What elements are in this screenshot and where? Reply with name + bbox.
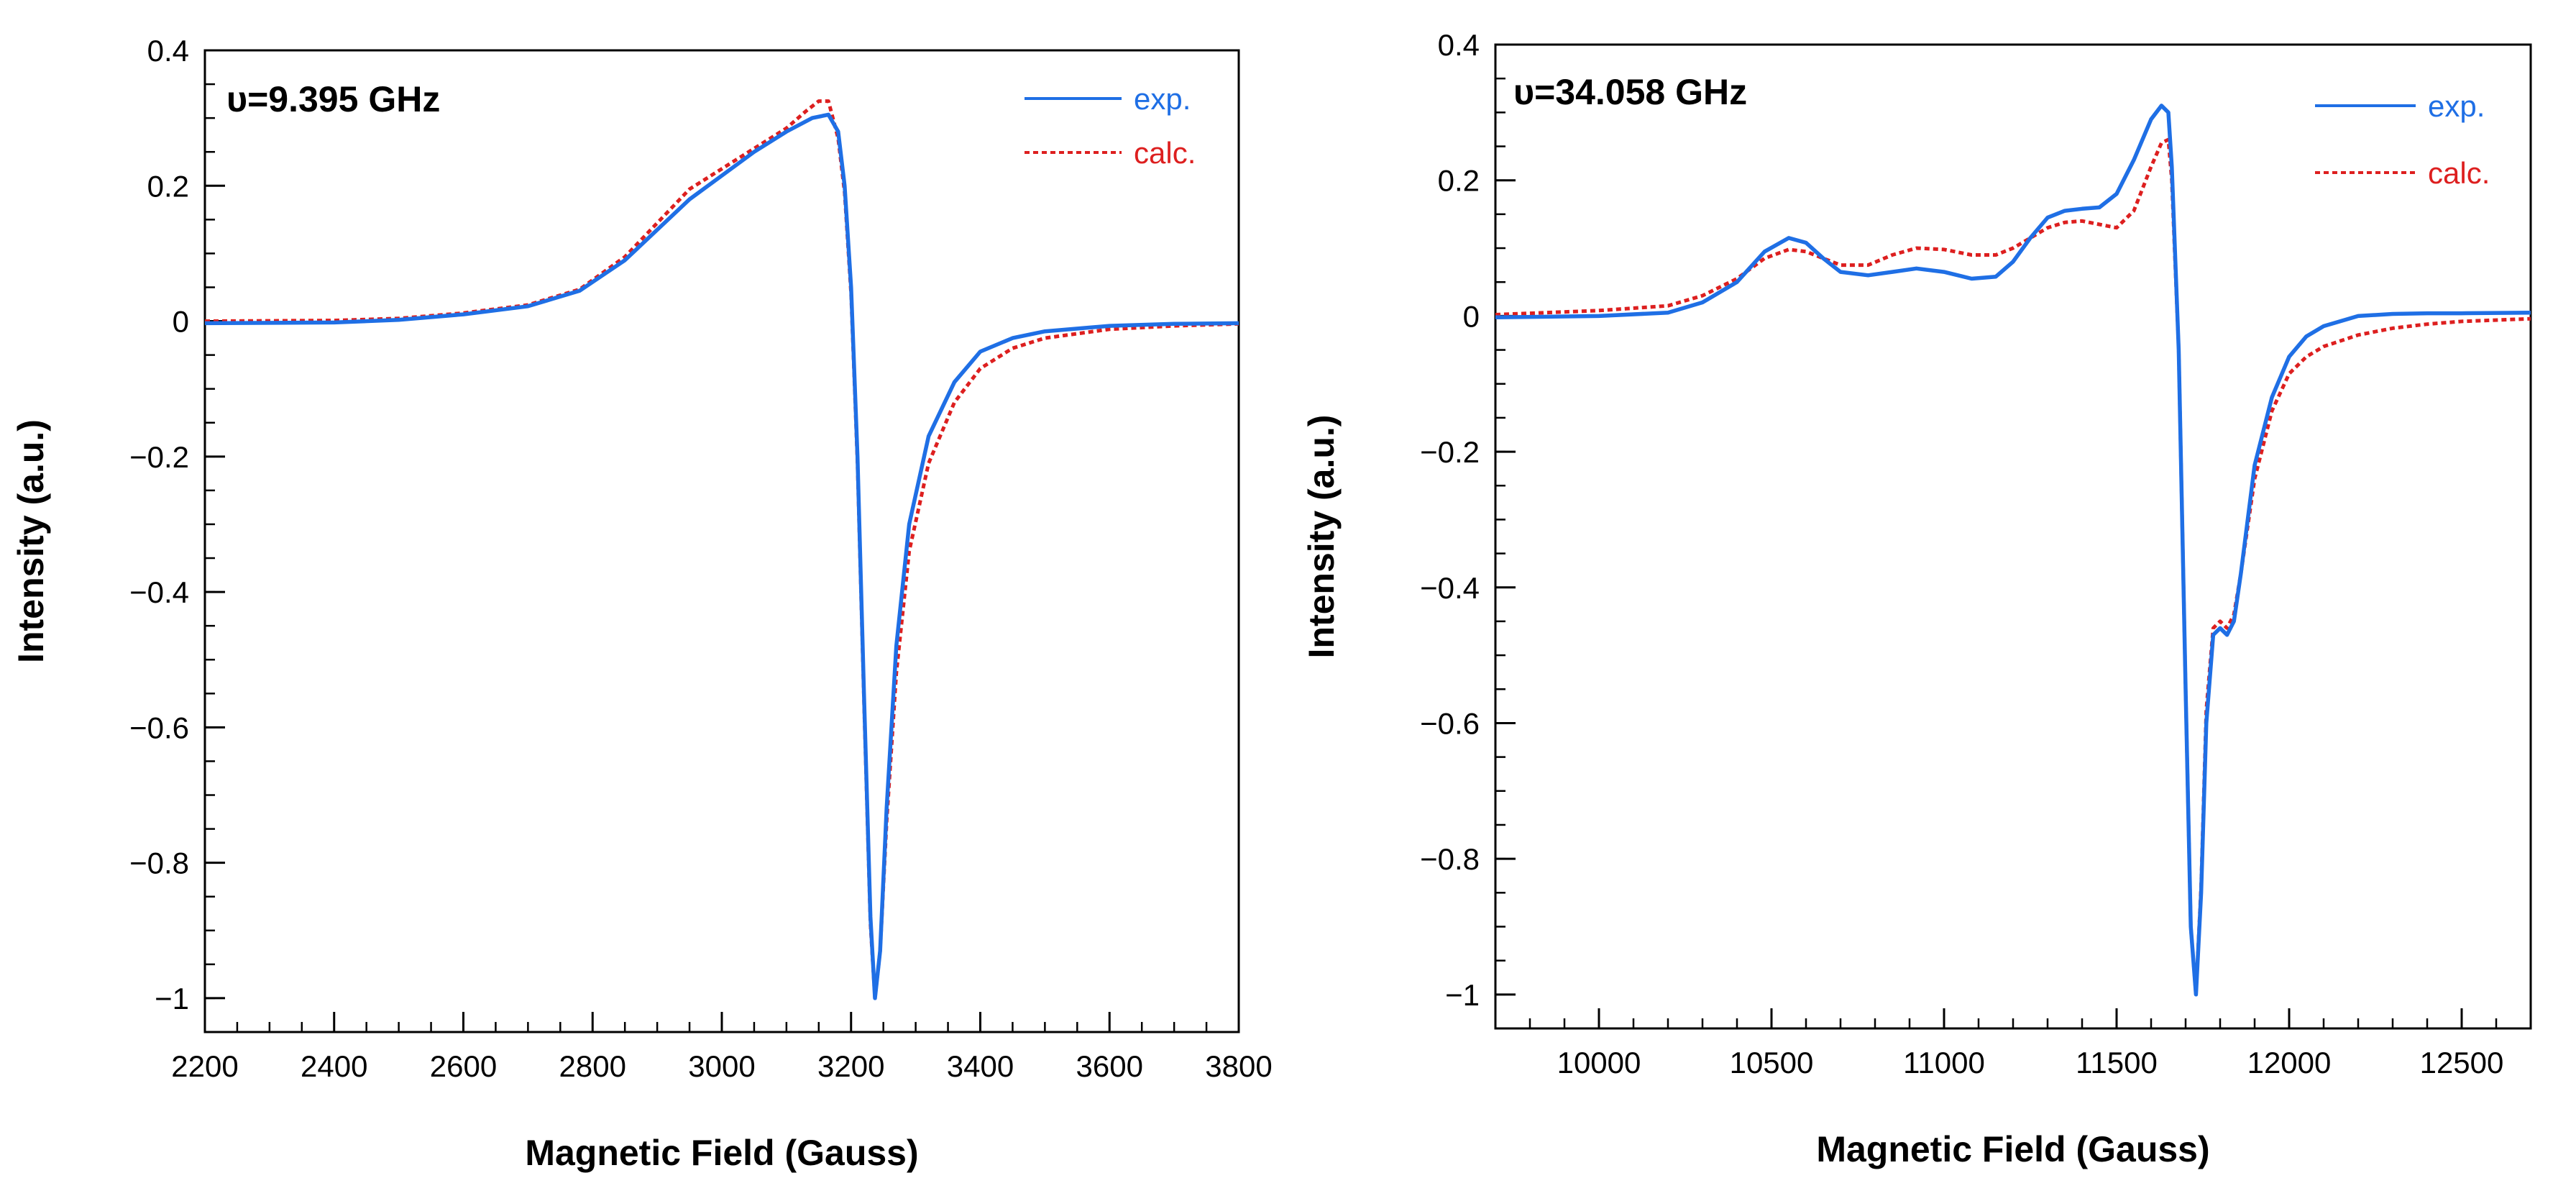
x-tick-label: 11500 <box>2076 1046 2158 1079</box>
y-tick-label: −1 <box>155 982 189 1015</box>
plot-frame <box>1494 43 2532 1030</box>
legend-label-calc: calc. <box>2428 156 2490 190</box>
x-tick-label: 3600 <box>1076 1049 1143 1083</box>
frequency-annotation: υ=34.058 GHz <box>1513 72 1747 112</box>
frequency-annotation: υ=9.395 GHz <box>226 79 440 119</box>
y-tick-label: 0 <box>1463 299 1480 333</box>
series-line-exp <box>1495 104 2531 997</box>
y-tick-label: −1 <box>1445 978 1480 1012</box>
x-tick-label: 3200 <box>817 1049 884 1083</box>
y-tick-label: −0.6 <box>1420 706 1480 740</box>
y-tick-label: 0.4 <box>147 34 189 68</box>
y-axis-title: Intensity (a.u.) <box>11 419 51 663</box>
x-axis-title: Magnetic Field (Gauss) <box>1816 1129 2209 1169</box>
y-tick-label: −0.2 <box>129 440 189 474</box>
y-tick-label: 0 <box>173 305 189 339</box>
x-tick-label: 2200 <box>171 1049 238 1083</box>
x-tick-label: 2600 <box>430 1049 497 1083</box>
y-tick-label: −0.2 <box>1420 435 1480 469</box>
legend-label-calc: calc. <box>1134 136 1196 170</box>
y-tick-label: −0.4 <box>129 575 189 609</box>
legend-label-exp: exp. <box>2428 89 2485 123</box>
x-tick-label: 12500 <box>2420 1046 2504 1079</box>
y-tick-label: −0.8 <box>129 846 189 880</box>
y-tick-label: 0.2 <box>147 169 189 203</box>
series-line-exp <box>205 112 1239 1000</box>
plot-frame <box>203 49 1240 1033</box>
y-tick-label: −0.8 <box>1420 842 1480 876</box>
x-tick-label: 3000 <box>688 1049 755 1083</box>
x-axis-title: Magnetic Field (Gauss) <box>525 1133 918 1173</box>
y-tick-label: −0.4 <box>1420 571 1480 605</box>
x-tick-label: 3400 <box>947 1049 1014 1083</box>
legend-label-exp: exp. <box>1134 82 1191 116</box>
y-tick-label: 0.2 <box>1438 164 1480 198</box>
x-tick-label: 11000 <box>1903 1046 1985 1079</box>
series-line-calc <box>205 99 1239 1000</box>
series-line-calc <box>1495 137 2531 997</box>
x-tick-label: 2800 <box>559 1049 626 1083</box>
x-tick-label: 12000 <box>2247 1046 2332 1079</box>
x-tick-label: 10500 <box>1730 1046 1814 1079</box>
x-tick-label: 10000 <box>1557 1046 1641 1079</box>
right-chart-panel: 10000 10500 11000 11500 12000 12500 −1 −0.8 −0.6… <box>1301 28 2532 1169</box>
y-tick-label: 0.4 <box>1438 28 1480 62</box>
y-axis-title: Intensity (a.u.) <box>1301 415 1342 659</box>
x-tick-label: 3800 <box>1205 1049 1272 1083</box>
left-chart-panel: 2200 2400 2600 2800 3000 3200 3400 3600 3800 −1 −0… <box>11 34 1273 1173</box>
y-tick-label: −0.6 <box>129 711 189 744</box>
x-tick-label: 2400 <box>301 1049 367 1083</box>
